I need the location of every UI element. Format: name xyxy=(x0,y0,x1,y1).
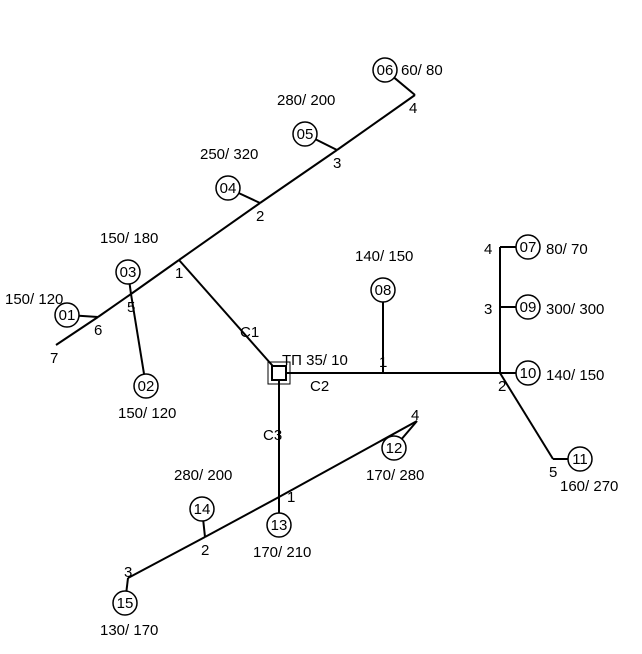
point-tick-C2-3: 3 xyxy=(484,301,492,318)
node-id-02: 02 xyxy=(138,378,155,395)
node-value-04: 250/ 320 xyxy=(200,146,258,163)
feeder-label-C2: С2 xyxy=(310,378,329,395)
node-value-13: 170/ 210 xyxy=(253,544,311,561)
point-tick-C1-1: 1 xyxy=(175,265,183,282)
node-id-15: 15 xyxy=(117,595,134,612)
node-value-14: 280/ 200 xyxy=(174,467,232,484)
point-tick-C3-2: 2 xyxy=(201,542,209,559)
node-value-10: 140/ 150 xyxy=(546,367,604,384)
tp-label: ТП 35/ 10 xyxy=(282,352,348,369)
node-id-12: 12 xyxy=(386,440,403,457)
node-id-13: 13 xyxy=(271,517,288,534)
point-tick-C1-4: 4 xyxy=(409,100,417,117)
node-id-01: 01 xyxy=(59,307,76,324)
point-tick-C2-2: 2 xyxy=(498,378,506,395)
node-value-01: 150/ 120 xyxy=(5,291,63,308)
node-value-07: 80/ 70 xyxy=(546,241,588,258)
point-tick-C1-7: 7 xyxy=(50,350,58,367)
node-id-08: 08 xyxy=(375,282,392,299)
point-tick-C1-2: 2 xyxy=(256,208,264,225)
node-value-06: 60/ 80 xyxy=(401,62,443,79)
edge-C1-2-3 xyxy=(260,150,337,203)
node-value-15: 130/ 170 xyxy=(100,622,158,639)
node-id-11: 11 xyxy=(572,451,588,468)
stub-01 xyxy=(79,316,98,317)
stub-06 xyxy=(394,78,415,95)
point-tick-C1-5: 5 xyxy=(127,299,135,316)
point-tick-C3-4: 4 xyxy=(411,407,419,424)
point-tick-C3-3: 3 xyxy=(124,564,132,581)
node-value-05: 280/ 200 xyxy=(277,92,335,109)
node-id-09: 09 xyxy=(520,299,537,316)
edge-C2-2-5 xyxy=(500,373,553,459)
node-id-14: 14 xyxy=(194,501,211,518)
node-value-09: 300/ 300 xyxy=(546,301,604,318)
stub-03 xyxy=(130,284,131,294)
node-id-06: 06 xyxy=(377,62,394,79)
feeder-label-C3: С3 xyxy=(263,427,282,444)
node-id-07: 07 xyxy=(520,239,537,256)
node-value-11: 160/ 270 xyxy=(560,478,618,495)
stub-04 xyxy=(239,193,260,203)
node-value-12: 170/ 280 xyxy=(366,467,424,484)
point-tick-C3-1: 1 xyxy=(287,489,295,506)
network-diagram: 1234567123451234010203040506070809101112… xyxy=(0,0,642,654)
point-tick-C1-6: 6 xyxy=(94,322,102,339)
edge-C3-2-3 xyxy=(128,537,205,578)
point-tick-C2-4: 4 xyxy=(484,241,492,258)
node-value-02: 150/ 120 xyxy=(118,405,176,422)
value-labels-layer: С1 С2 С3 ТП 35/ 10 150/ 120 150/ 120 150/ 180 2… xyxy=(5,62,618,639)
point-tick-C1-3: 3 xyxy=(333,155,341,172)
edges-layer xyxy=(56,78,568,591)
node-value-03: 150/ 180 xyxy=(100,230,158,247)
node-id-05: 05 xyxy=(297,126,314,143)
point-tick-C2-5: 5 xyxy=(549,464,557,481)
point-tick-C2-1: 1 xyxy=(379,354,387,371)
node-id-03: 03 xyxy=(120,264,137,281)
nodes-layer: 010203040506070809101112131415 xyxy=(55,58,592,615)
stub-14 xyxy=(203,521,205,537)
edge-C1-1-2 xyxy=(179,203,260,260)
node-id-04: 04 xyxy=(220,180,237,197)
stub-05 xyxy=(316,139,337,150)
edge-C1-TP-1 xyxy=(179,260,279,373)
feeder-label-C1: С1 xyxy=(240,324,259,341)
edge-C1-3-4 xyxy=(337,95,415,150)
node-value-08: 140/ 150 xyxy=(355,248,413,265)
node-id-10: 10 xyxy=(520,365,537,382)
